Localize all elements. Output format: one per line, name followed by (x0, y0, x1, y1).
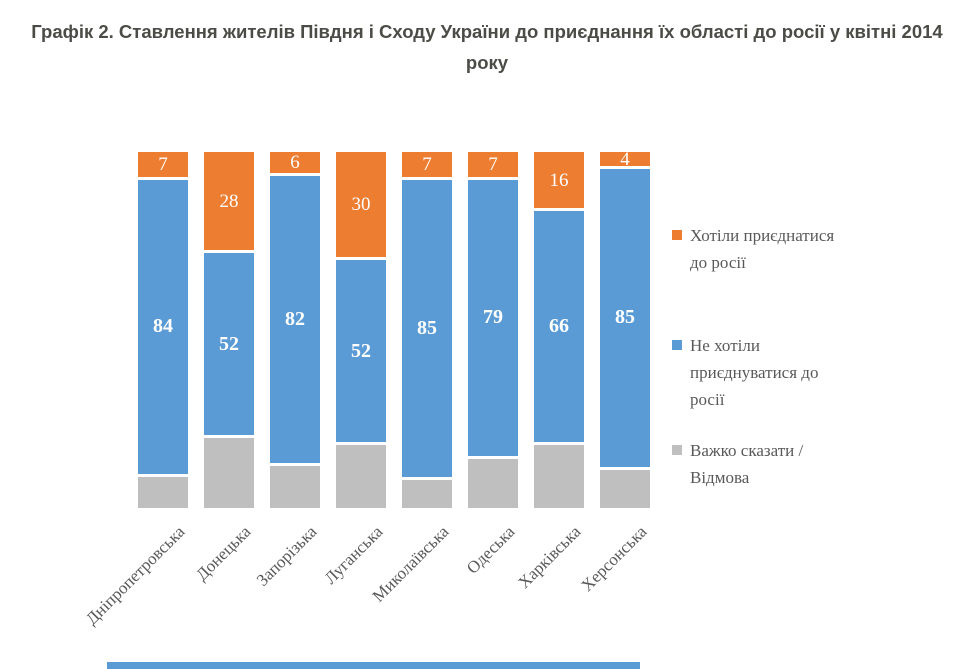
cropped-next-chart-bar (107, 662, 640, 669)
bar-segment (600, 469, 650, 508)
legend-item: Важко сказати / Відмова (672, 437, 857, 491)
legend-swatch-icon (672, 445, 682, 455)
value-label: 7 (488, 153, 498, 175)
legend-label: Хотіли приєднатися до росії (690, 226, 835, 272)
bar-segment: 7 (138, 152, 188, 177)
value-label: 28 (219, 190, 239, 212)
value-label: 7 (158, 153, 168, 175)
bar-segment: 4 (600, 148, 650, 170)
legend-label: Не хотіли приєднуватися до росії (690, 336, 819, 409)
legend-swatch-icon (672, 340, 682, 350)
bar-segment: 85 (600, 169, 650, 467)
bar-Донецька: 28 52 (204, 152, 254, 508)
bar-Херсонська: 4 85 (600, 148, 650, 508)
value-label: 16 (549, 169, 569, 191)
bar-segment (204, 438, 254, 508)
bar-segment (336, 445, 386, 508)
value-label: 52 (351, 339, 371, 362)
value-label: 30 (351, 194, 371, 215)
bar-segment: 7 (468, 152, 518, 177)
bar-segment: 66 (534, 211, 584, 442)
bar-segment: 6 (270, 152, 320, 173)
value-label: 85 (417, 316, 437, 339)
value-label: 85 (615, 306, 635, 329)
bar-segment (402, 480, 452, 508)
bar-segment: 28 (204, 152, 254, 250)
bar-segment: 30 (336, 152, 386, 257)
bar-Харківська: 16 66 (534, 152, 584, 508)
chart-title: Графік 2. Ставлення жителів Півдня і Схо… (31, 21, 943, 73)
bar-Луганська: 30 52 (336, 152, 386, 508)
bar-segment (534, 445, 584, 508)
legend-label: Важко сказати / Відмова (690, 441, 804, 487)
value-label: 4 (620, 148, 630, 170)
bar-segment: 79 (468, 179, 518, 456)
value-label: 82 (285, 308, 305, 330)
legend-item: Не хотіли приєднуватися до росії (672, 332, 857, 413)
value-label: 52 (219, 332, 239, 355)
legend-swatch-icon (672, 230, 682, 240)
bar-segment (138, 476, 188, 508)
x-axis-label: Дніпропетровська (81, 522, 189, 629)
bar-Запорізька: 6 82 (270, 152, 320, 508)
value-label: 7 (422, 153, 432, 175)
bar-Дніпропетровська: 7 84 (138, 152, 188, 508)
value-label: 79 (483, 306, 503, 329)
value-label: 84 (153, 315, 173, 337)
bar-segment (270, 466, 320, 508)
bar-segment: 82 (270, 176, 320, 463)
bar-segment: 16 (534, 152, 584, 208)
value-label: 66 (549, 315, 569, 337)
bar-segment: 52 (204, 253, 254, 435)
bar-segment: 52 (336, 260, 386, 442)
bar-segment: 85 (402, 179, 452, 477)
bar-Миколаївська: 7 85 (402, 152, 452, 508)
bar-Одеська: 7 79 (468, 152, 518, 508)
bar-segment: 7 (402, 152, 452, 177)
value-label: 6 (290, 152, 300, 173)
bar-segment (468, 459, 518, 508)
bar-segment: 84 (138, 179, 188, 474)
legend-item: Хотіли приєднатися до росії (672, 222, 857, 276)
